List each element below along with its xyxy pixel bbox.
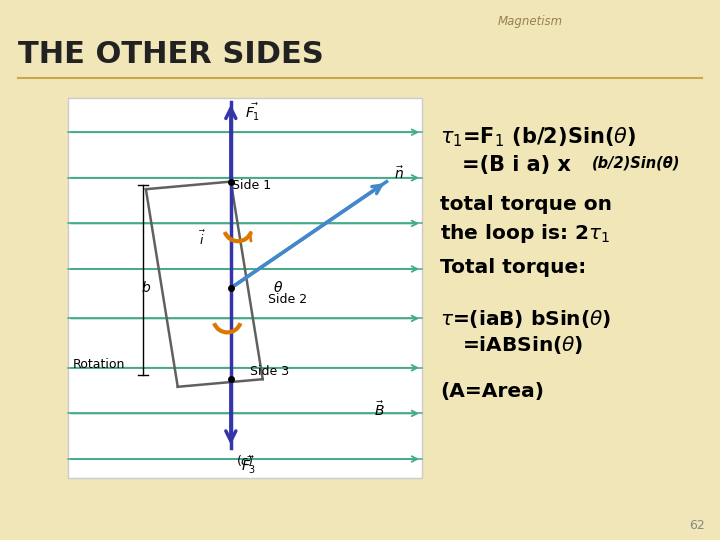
Text: Side 1: Side 1: [233, 179, 271, 192]
Text: (b/2)Sin(θ): (b/2)Sin(θ): [592, 156, 680, 171]
Text: Magnetism: Magnetism: [498, 15, 562, 28]
Text: $\tau_1$=F$_1$ (b/2)Sin($\theta$): $\tau_1$=F$_1$ (b/2)Sin($\theta$): [440, 125, 636, 148]
Text: $(c)$: $(c)$: [236, 454, 253, 469]
Text: $\tau$=(iaB) bSin($\theta$): $\tau$=(iaB) bSin($\theta$): [440, 308, 611, 330]
Text: total torque on: total torque on: [440, 195, 612, 214]
Text: =iABSin($\theta$): =iABSin($\theta$): [462, 334, 583, 356]
Text: Side 3: Side 3: [250, 365, 289, 378]
Text: Side 2: Side 2: [268, 293, 307, 306]
Text: $\vec{F_3}$: $\vec{F_3}$: [241, 455, 257, 476]
Text: Rotation: Rotation: [73, 357, 125, 370]
Text: 62: 62: [689, 519, 705, 532]
Text: Total torque:: Total torque:: [440, 258, 586, 277]
Text: $\vec{n}$: $\vec{n}$: [394, 166, 404, 183]
Bar: [68, 98, 422, 478]
Text: $b$: $b$: [141, 280, 151, 295]
Text: (A=Area): (A=Area): [440, 382, 544, 401]
Text: =(B i a) x: =(B i a) x: [462, 155, 571, 175]
Text: THE OTHER SIDES: THE OTHER SIDES: [18, 40, 324, 69]
Text: the loop is: 2$\tau_1$: the loop is: 2$\tau_1$: [440, 222, 611, 245]
Text: $\theta$: $\theta$: [274, 280, 284, 295]
Text: $\vec{i}$: $\vec{i}$: [199, 230, 207, 248]
Text: $\vec{F_1}$: $\vec{F_1}$: [245, 102, 260, 123]
Text: $\vec{B}$: $\vec{B}$: [374, 400, 385, 419]
